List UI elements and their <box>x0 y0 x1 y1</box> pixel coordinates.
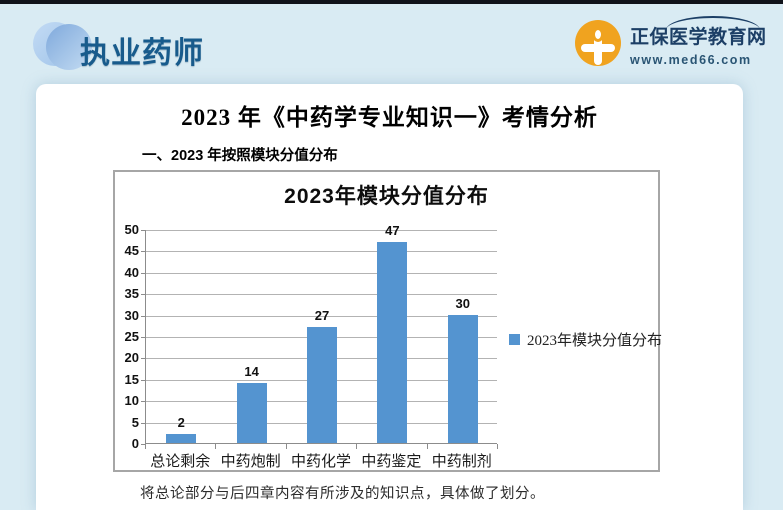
y-axis-tick-label: 0 <box>131 436 139 451</box>
x-axis-tick <box>356 444 358 449</box>
y-axis-tick <box>141 294 146 296</box>
category-label: 中药鉴定 <box>361 454 422 470</box>
x-axis-tick <box>285 444 287 449</box>
gridline <box>146 315 497 317</box>
plot-area: 2 14 27 47 30 <box>145 223 497 444</box>
category-label: 中药制剂 <box>431 454 492 470</box>
y-axis-tick-label: 30 <box>124 307 139 323</box>
y-axis-tick <box>141 401 146 403</box>
medical-cross-icon <box>575 20 621 66</box>
med66-url[interactable]: www.med66.com <box>630 53 752 67</box>
legend-label: 2023年模块分值分布 <box>527 333 663 349</box>
bar <box>307 327 337 443</box>
y-axis-tick <box>141 230 146 231</box>
bar <box>236 383 267 443</box>
bar-value-label: 27 <box>314 308 330 324</box>
y-axis-tick <box>141 422 146 424</box>
logo-arc <box>666 16 760 30</box>
top-strip <box>0 0 783 4</box>
bar-value-label: 14 <box>244 364 259 380</box>
note-text: 将总论部分与后四章内容有所涉及的知识点，具体做了划分。 <box>140 486 545 502</box>
y-axis-tick <box>141 251 146 253</box>
y-axis-tick-label: 35 <box>124 286 139 302</box>
med66-text-block: 正保医学教育网 www.med66.com <box>630 16 766 67</box>
logo-circle-dark <box>46 24 92 70</box>
y-axis-tick-label: 20 <box>124 350 139 366</box>
bar <box>166 434 197 443</box>
y-axis-tick-label: 40 <box>124 264 139 280</box>
category-label: 总论剩余 <box>150 454 211 470</box>
x-axis-tick <box>145 444 146 449</box>
section-heading: 一、2023 年按照模块分值分布 <box>142 148 338 164</box>
y-axis-tick-label: 45 <box>124 243 139 259</box>
site-logo-pharmacist[interactable]: 执业药师 <box>33 18 273 74</box>
page-title: 2023 年《中药学专业知识一》考情分析 <box>181 105 598 130</box>
bar-value-label: 2 <box>177 415 185 431</box>
x-axis-tick <box>426 444 428 449</box>
logo-circles-icon <box>33 22 92 70</box>
y-axis-tick-label: 5 <box>131 414 139 430</box>
brand-left-name: 执业药师 <box>80 37 204 70</box>
y-axis-tick <box>141 358 146 360</box>
gridline <box>146 272 497 274</box>
bar <box>377 241 408 443</box>
category-label: 中药炮制 <box>220 454 281 470</box>
y-axis-tick-label: 15 <box>124 371 139 387</box>
y-axis-tick <box>141 379 146 381</box>
bar-value-label: 30 <box>455 295 471 311</box>
content-card: 2023 年《中药学专业知识一》考情分析 一、2023 年按照模块分值分布 20… <box>36 84 743 510</box>
y-axis-tick-label: 50 <box>124 222 139 237</box>
y-axis-tick <box>141 337 146 338</box>
med66-name: 正保医学教育网 <box>630 16 766 49</box>
chart-legend: 2023年模块分值分布 <box>509 329 662 350</box>
gridline <box>146 251 497 253</box>
y-axis-tick-label: 10 <box>124 393 139 409</box>
gridline <box>146 230 497 231</box>
y-axis-tick <box>141 444 146 445</box>
category-label: 中药化学 <box>290 454 351 470</box>
header: 执业药师 正保医学教育网 www.med66.com <box>0 4 783 84</box>
bar-chart: 2023年模块分值分布 2 14 27 47 30 2023年模块分值分布 0 5 10 15… <box>113 170 662 472</box>
y-axis-tick <box>141 315 146 317</box>
y-axis-tick <box>141 272 146 274</box>
bar-value-label: 47 <box>385 222 400 238</box>
med66-logo[interactable]: 正保医学教育网 www.med66.com <box>575 16 766 74</box>
x-axis-tick <box>497 444 498 449</box>
legend-swatch <box>509 334 520 345</box>
gridline <box>146 294 497 296</box>
x-axis-tick <box>215 444 217 449</box>
chart-title: 2023年模块分值分布 <box>284 185 489 208</box>
bar <box>447 314 478 443</box>
y-axis-tick-label: 25 <box>124 329 139 344</box>
